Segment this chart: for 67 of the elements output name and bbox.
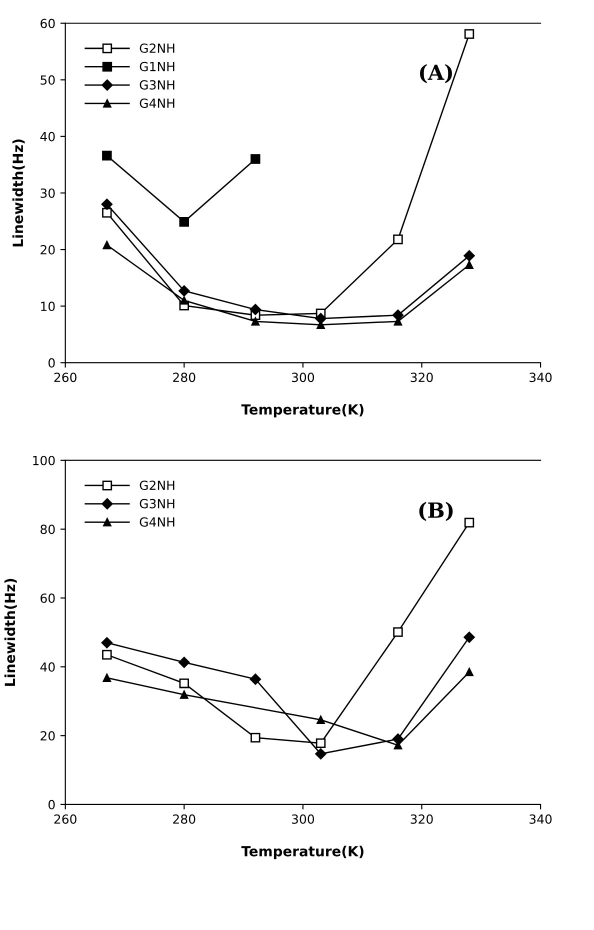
- x-axis-title: Temperature(K): [241, 846, 364, 860]
- y-tick-label: 60: [40, 18, 55, 28]
- x-tick-label: 340: [530, 814, 552, 824]
- point: [251, 317, 260, 326]
- point: [178, 285, 190, 296]
- point: [102, 240, 112, 250]
- point: [465, 668, 474, 676]
- y-axis-title: Linewidth(Hz): [12, 139, 25, 246]
- x-tick-label: 300: [292, 814, 314, 824]
- y-tick-label: 0: [48, 800, 55, 810]
- y-tick-label: 0: [48, 358, 55, 368]
- point: [250, 674, 262, 685]
- y-tick-label: 50: [40, 75, 55, 85]
- point: [250, 304, 262, 316]
- point: [101, 637, 113, 648]
- point: [315, 312, 326, 324]
- legend-label: G3NH: [140, 498, 174, 508]
- point: [178, 656, 190, 668]
- point: [464, 250, 475, 262]
- y-tick-label: 40: [40, 662, 55, 672]
- legend-label: G1NH: [140, 62, 174, 72]
- y-tick-label: 20: [40, 245, 55, 254]
- point: [102, 650, 112, 660]
- point: [102, 208, 112, 218]
- x-tick-label: 280: [173, 814, 196, 824]
- point: [464, 518, 474, 528]
- point: [316, 738, 326, 748]
- x-tick-label: 260: [54, 814, 76, 824]
- x-axis-title: Temperature(K): [241, 404, 364, 418]
- annotation: (B): [419, 502, 453, 521]
- point: [316, 716, 325, 724]
- point: [250, 732, 260, 743]
- legend-label: G4NH: [140, 98, 174, 108]
- legend-label: G3NH: [140, 80, 174, 90]
- y-tick-label: 30: [40, 188, 55, 198]
- point: [393, 234, 403, 244]
- legend-label: G2NH: [140, 480, 174, 490]
- x-tick-label: 320: [410, 814, 433, 824]
- point: [464, 29, 474, 39]
- x-tick-label: 260: [54, 372, 76, 382]
- point: [315, 748, 326, 760]
- point: [180, 690, 188, 699]
- legend-label: G4NH: [140, 517, 174, 527]
- point: [392, 310, 404, 321]
- y-tick-label: 100: [33, 456, 55, 466]
- y-axis-title: Linewidth(Hz): [4, 578, 17, 686]
- point: [179, 216, 189, 227]
- point: [250, 154, 260, 164]
- x-tick-label: 340: [530, 372, 552, 382]
- point: [464, 632, 475, 643]
- point: [179, 678, 189, 688]
- y-tick-label: 20: [40, 731, 55, 741]
- y-tick-label: 80: [40, 524, 55, 534]
- annotation: (A): [420, 64, 452, 84]
- x-tick-label: 280: [173, 372, 196, 382]
- point: [102, 150, 112, 160]
- y-tick-label: 60: [40, 593, 55, 603]
- point: [393, 627, 403, 637]
- x-tick-label: 300: [292, 372, 314, 382]
- point: [465, 260, 474, 269]
- point: [180, 296, 188, 305]
- point: [102, 674, 112, 682]
- y-tick-label: 10: [41, 302, 55, 312]
- point: [101, 198, 113, 210]
- legend-label: G2NH: [140, 43, 174, 53]
- x-tick-label: 320: [410, 372, 433, 382]
- y-tick-label: 40: [40, 132, 55, 142]
